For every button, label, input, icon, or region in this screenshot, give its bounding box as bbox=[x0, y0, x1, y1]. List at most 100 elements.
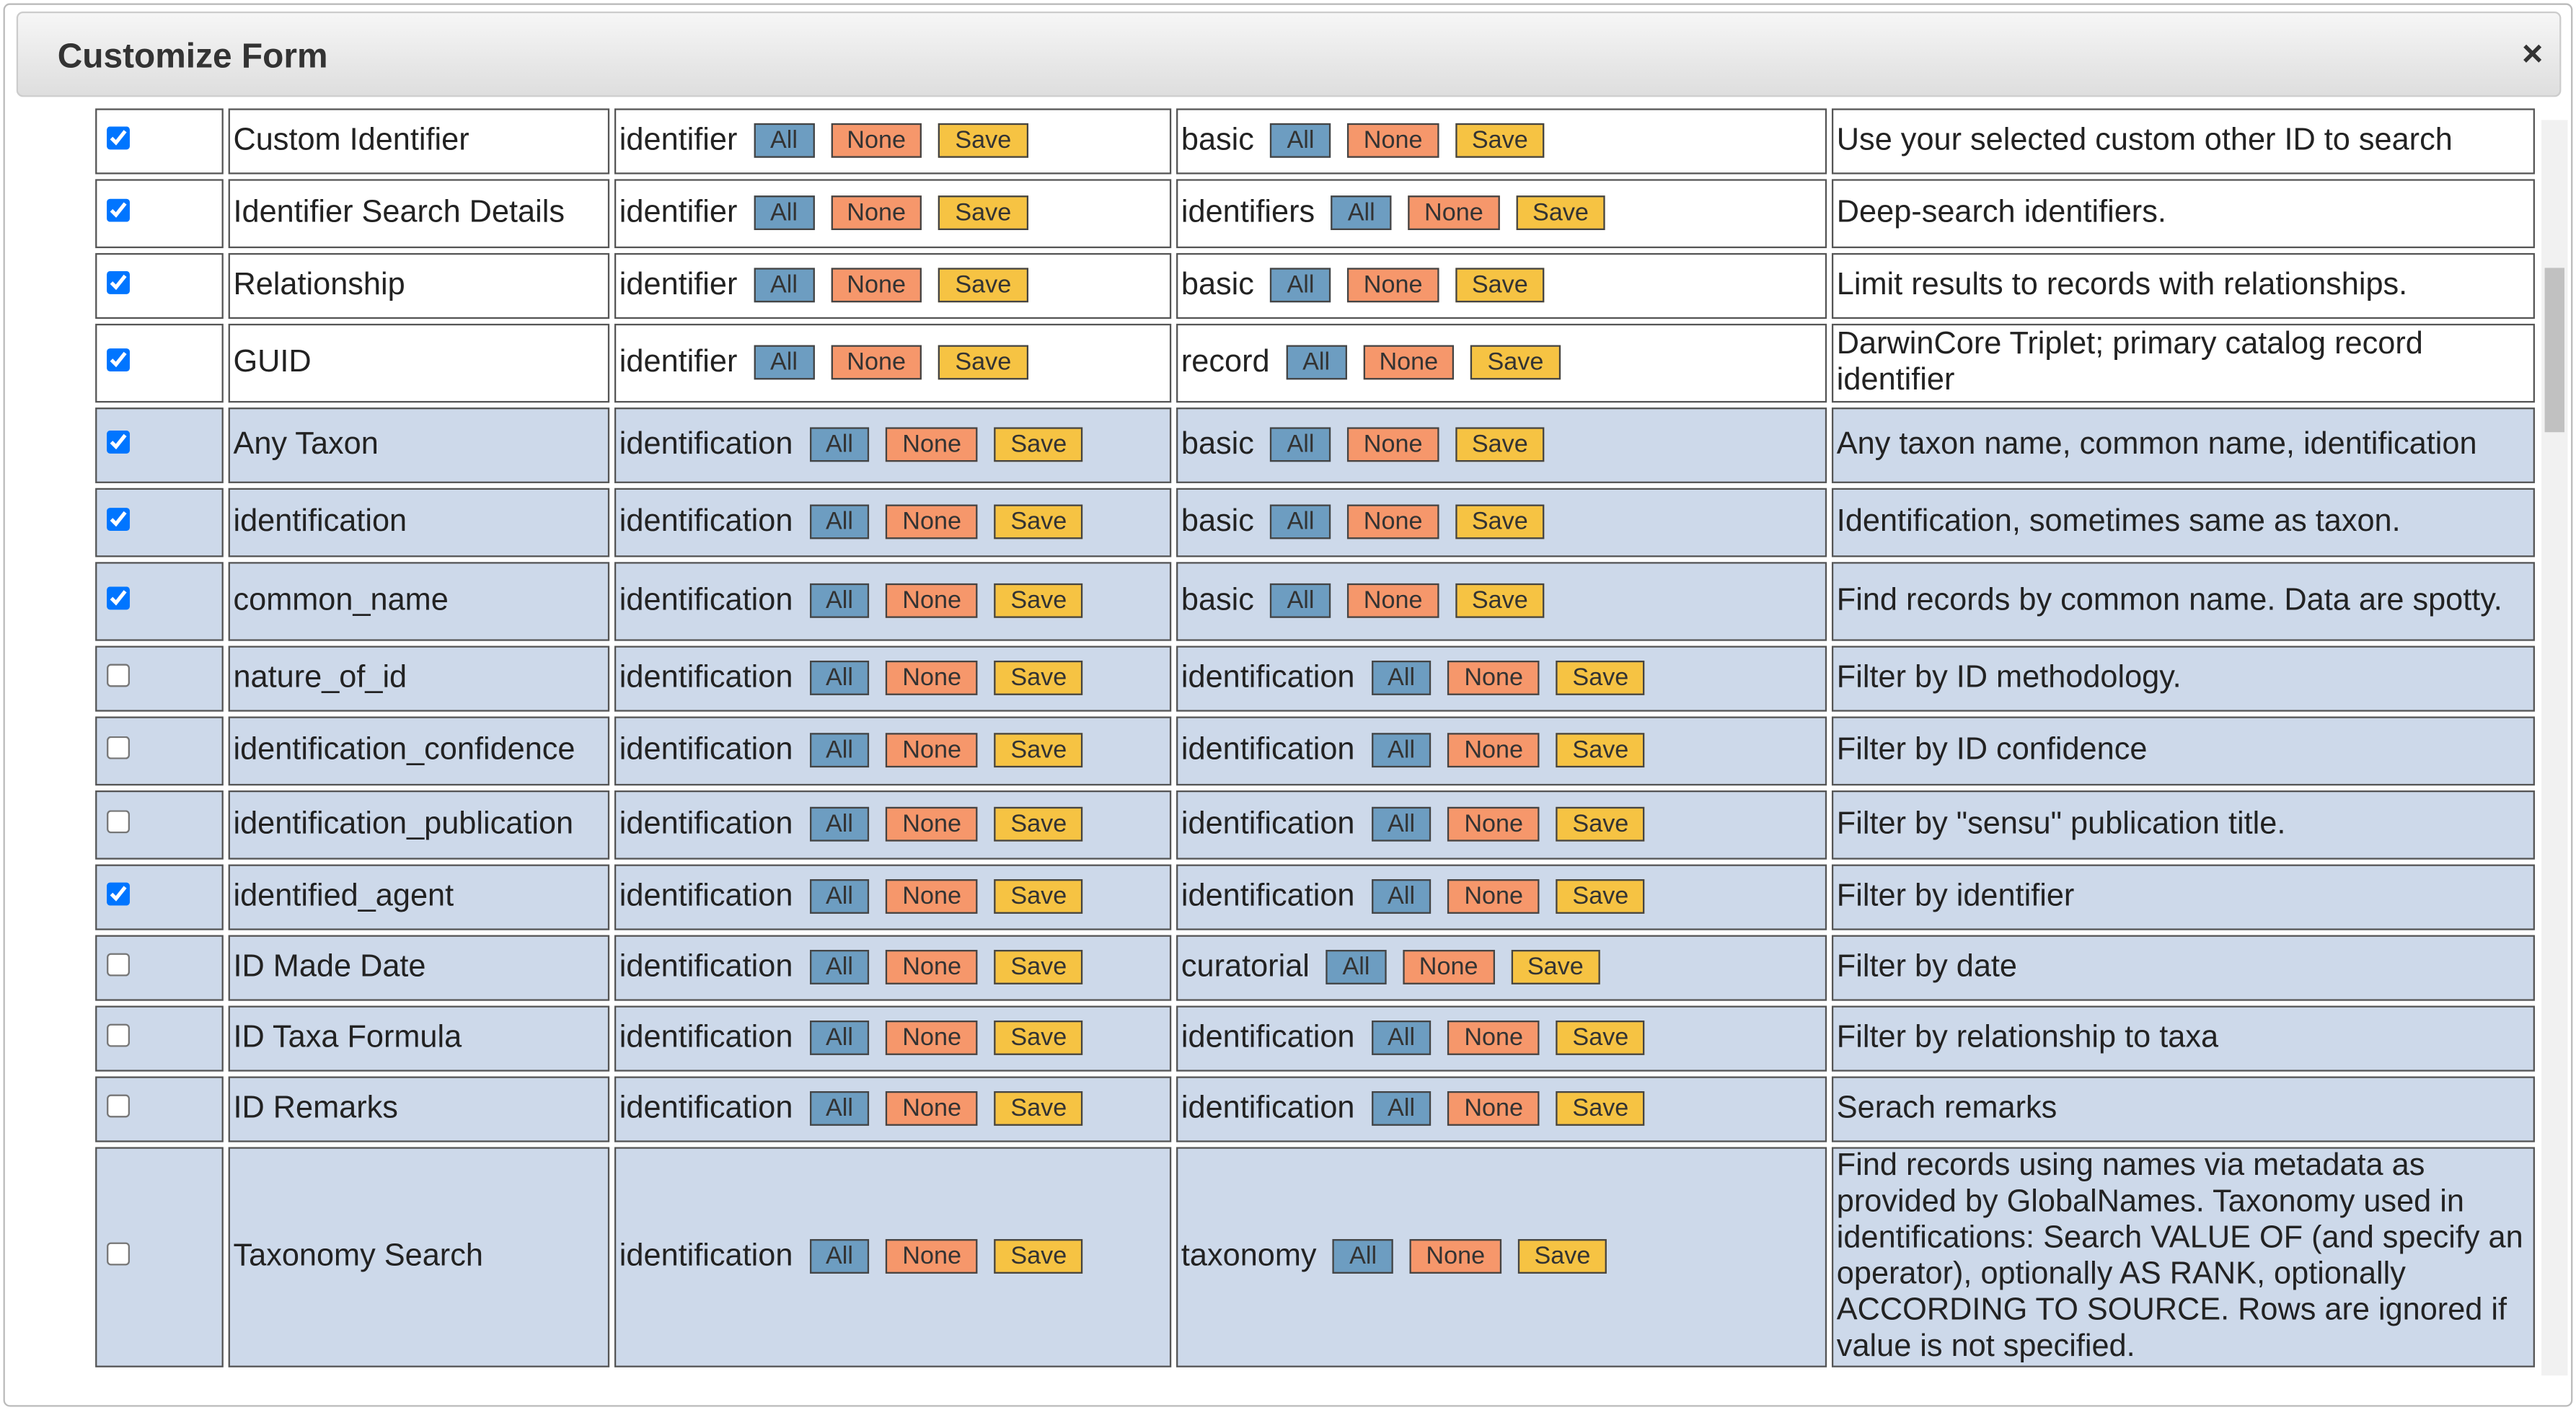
field-checkbox[interactable] bbox=[107, 348, 130, 371]
save-button[interactable]: Save bbox=[1556, 807, 1646, 842]
save-button[interactable]: Save bbox=[938, 123, 1028, 159]
all-button[interactable]: All bbox=[754, 123, 814, 159]
all-button[interactable]: All bbox=[1270, 268, 1331, 304]
none-button[interactable]: None bbox=[886, 428, 978, 463]
none-button[interactable]: None bbox=[1347, 268, 1439, 304]
field-checkbox[interactable] bbox=[107, 270, 130, 294]
none-button[interactable]: None bbox=[1347, 123, 1439, 159]
field-checkbox[interactable] bbox=[107, 664, 130, 687]
field-checkbox[interactable] bbox=[107, 430, 130, 454]
all-button[interactable]: All bbox=[809, 733, 870, 769]
save-button[interactable]: Save bbox=[994, 428, 1084, 463]
all-button[interactable]: All bbox=[754, 196, 814, 232]
none-button[interactable]: None bbox=[886, 505, 978, 540]
all-button[interactable]: All bbox=[1371, 733, 1432, 769]
field-checkbox[interactable] bbox=[107, 198, 130, 222]
none-button[interactable]: None bbox=[1403, 951, 1495, 985]
all-button[interactable]: All bbox=[1371, 1092, 1432, 1127]
save-button[interactable]: Save bbox=[1556, 733, 1646, 769]
all-button[interactable]: All bbox=[1331, 196, 1392, 232]
none-button[interactable]: None bbox=[1347, 505, 1439, 540]
scrollbar[interactable] bbox=[2541, 120, 2568, 1376]
save-button[interactable]: Save bbox=[1470, 345, 1561, 381]
all-button[interactable]: All bbox=[809, 807, 870, 842]
all-button[interactable]: All bbox=[1270, 123, 1331, 159]
save-button[interactable]: Save bbox=[1556, 661, 1646, 696]
none-button[interactable]: None bbox=[886, 584, 978, 619]
save-button[interactable]: Save bbox=[994, 584, 1084, 619]
none-button[interactable]: None bbox=[1447, 880, 1540, 915]
none-button[interactable]: None bbox=[1447, 1092, 1540, 1127]
all-button[interactable]: All bbox=[809, 584, 870, 619]
all-button[interactable]: All bbox=[754, 268, 814, 304]
none-button[interactable]: None bbox=[1408, 196, 1500, 232]
none-button[interactable]: None bbox=[1447, 661, 1540, 696]
all-button[interactable]: All bbox=[1371, 880, 1432, 915]
all-button[interactable]: All bbox=[809, 505, 870, 540]
none-button[interactable]: None bbox=[1447, 733, 1540, 769]
save-button[interactable]: Save bbox=[1455, 268, 1545, 304]
save-button[interactable]: Save bbox=[994, 1092, 1084, 1127]
none-button[interactable]: None bbox=[1409, 1240, 1501, 1275]
none-button[interactable]: None bbox=[886, 880, 978, 915]
none-button[interactable]: None bbox=[830, 196, 922, 232]
save-button[interactable]: Save bbox=[994, 661, 1084, 696]
all-button[interactable]: All bbox=[1286, 345, 1346, 381]
field-checkbox[interactable] bbox=[107, 126, 130, 150]
none-button[interactable]: None bbox=[1447, 1021, 1540, 1056]
all-button[interactable]: All bbox=[1371, 1021, 1432, 1056]
field-checkbox[interactable] bbox=[107, 1094, 130, 1118]
save-button[interactable]: Save bbox=[938, 196, 1028, 232]
all-button[interactable]: All bbox=[1270, 505, 1331, 540]
save-button[interactable]: Save bbox=[938, 345, 1028, 381]
save-button[interactable]: Save bbox=[1556, 1021, 1646, 1056]
field-checkbox[interactable] bbox=[107, 508, 130, 531]
none-button[interactable]: None bbox=[830, 123, 922, 159]
none-button[interactable]: None bbox=[886, 1092, 978, 1127]
none-button[interactable]: None bbox=[830, 345, 922, 381]
all-button[interactable]: All bbox=[1270, 428, 1331, 463]
save-button[interactable]: Save bbox=[994, 733, 1084, 769]
field-checkbox[interactable] bbox=[107, 1023, 130, 1047]
save-button[interactable]: Save bbox=[1455, 428, 1545, 463]
none-button[interactable]: None bbox=[886, 951, 978, 985]
save-button[interactable]: Save bbox=[1455, 505, 1545, 540]
none-button[interactable]: None bbox=[1362, 345, 1455, 381]
field-checkbox[interactable] bbox=[107, 810, 130, 834]
all-button[interactable]: All bbox=[1333, 1240, 1393, 1275]
save-button[interactable]: Save bbox=[1556, 880, 1646, 915]
all-button[interactable]: All bbox=[809, 1240, 870, 1275]
save-button[interactable]: Save bbox=[1455, 123, 1545, 159]
all-button[interactable]: All bbox=[809, 1021, 870, 1056]
field-checkbox[interactable] bbox=[107, 586, 130, 610]
all-button[interactable]: All bbox=[809, 1092, 870, 1127]
field-checkbox[interactable] bbox=[107, 1242, 130, 1266]
save-button[interactable]: Save bbox=[1455, 584, 1545, 619]
none-button[interactable]: None bbox=[1447, 807, 1540, 842]
all-button[interactable]: All bbox=[809, 951, 870, 985]
all-button[interactable]: All bbox=[809, 880, 870, 915]
save-button[interactable]: Save bbox=[1511, 951, 1600, 985]
none-button[interactable]: None bbox=[886, 733, 978, 769]
all-button[interactable]: All bbox=[754, 345, 814, 381]
save-button[interactable]: Save bbox=[994, 1021, 1084, 1056]
close-button[interactable]: × bbox=[2522, 32, 2544, 74]
save-button[interactable]: Save bbox=[994, 505, 1084, 540]
field-checkbox[interactable] bbox=[107, 882, 130, 906]
scroll-thumb[interactable] bbox=[2544, 268, 2564, 433]
all-button[interactable]: All bbox=[809, 661, 870, 696]
field-checkbox[interactable] bbox=[107, 736, 130, 759]
none-button[interactable]: None bbox=[886, 661, 978, 696]
none-button[interactable]: None bbox=[886, 1240, 978, 1275]
save-button[interactable]: Save bbox=[994, 880, 1084, 915]
none-button[interactable]: None bbox=[1347, 584, 1439, 619]
save-button[interactable]: Save bbox=[994, 807, 1084, 842]
all-button[interactable]: All bbox=[1371, 661, 1432, 696]
all-button[interactable]: All bbox=[1326, 951, 1387, 985]
none-button[interactable]: None bbox=[886, 807, 978, 842]
none-button[interactable]: None bbox=[830, 268, 922, 304]
save-button[interactable]: Save bbox=[938, 268, 1028, 304]
save-button[interactable]: Save bbox=[994, 1240, 1084, 1275]
none-button[interactable]: None bbox=[886, 1021, 978, 1056]
save-button[interactable]: Save bbox=[1516, 196, 1605, 232]
